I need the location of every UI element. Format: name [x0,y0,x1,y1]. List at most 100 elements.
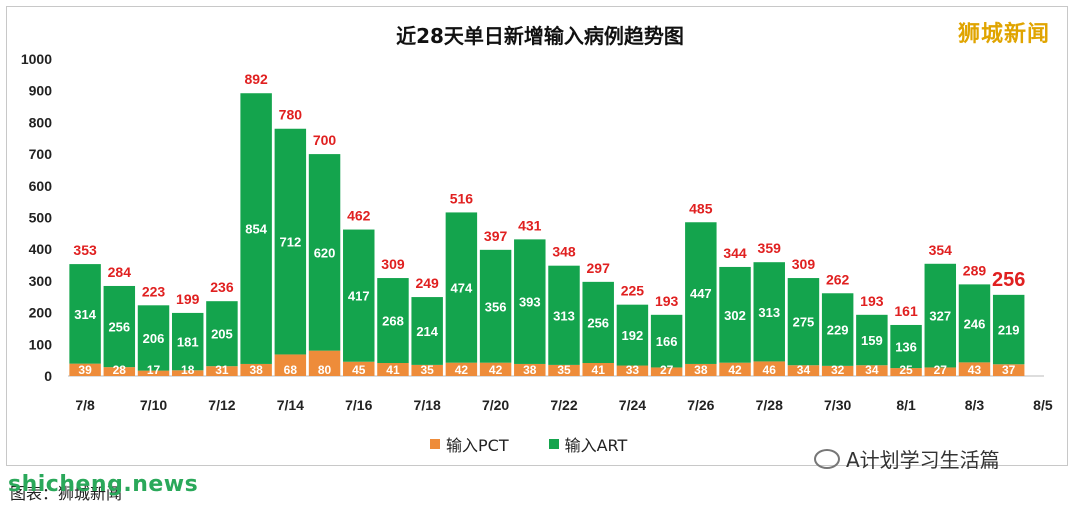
legend-swatch-pct [430,439,440,449]
bar-segment-pct [445,362,478,376]
bar-segment-art [821,293,854,366]
x-tick-label: 7/22 [550,397,577,413]
data-label-pct: 45 [352,363,366,377]
bar-segment-art [171,312,204,371]
bar-segment-pct [719,362,751,376]
data-label-total: 309 [792,256,816,272]
data-label-total: 225 [621,283,645,299]
bar-segment-pct [685,363,717,376]
bar-segment-art [753,262,785,362]
bar-segment-pct [103,367,136,376]
y-tick-label: 600 [29,178,53,194]
bar-segment-pct [856,365,888,376]
bar-segment-pct [992,364,1025,376]
data-label-art: 256 [587,315,609,330]
data-label-total: 397 [484,228,508,244]
wechat-account-mark: A计划学习生活篇 [814,444,1000,473]
bar-segment-pct [171,370,204,376]
data-label-art: 327 [929,309,951,324]
bar-segment-pct [958,362,991,376]
x-tick-label: 7/26 [687,397,714,413]
data-label-pct: 38 [523,363,537,377]
data-label-art: 620 [314,245,336,260]
bar-segment-art [411,297,443,365]
data-label-art: 854 [245,222,267,237]
data-label-total: 223 [142,283,166,299]
bar-segment-pct [69,363,101,376]
data-label-art: 268 [382,314,404,329]
data-label-total: 289 [963,262,987,278]
bar-segment-art [240,93,272,364]
y-tick-label: 700 [29,146,53,162]
data-label-pct: 39 [78,363,92,377]
chart-legend: 输入PCT 输入ART [430,432,627,456]
data-label-art: 417 [348,289,370,304]
data-label-pct: 33 [626,363,640,377]
data-label-total: 262 [826,271,850,287]
x-tick-label: 8/3 [965,397,985,413]
data-label-pct: 34 [865,363,879,377]
x-tick-label: 7/10 [140,397,167,413]
bar-segment-art [69,264,101,364]
data-label-pct: 46 [763,363,777,377]
bar-segment-art [685,222,717,364]
bar-segment-art [548,265,580,365]
x-tick-label: 7/16 [345,397,372,413]
x-tick-label: 7/28 [756,397,783,413]
bar-segment-art [274,128,307,355]
bar-segment-pct [377,363,409,376]
data-label-art: 474 [451,281,473,296]
wechat-icon [814,448,840,469]
bar-segment-pct [308,350,341,376]
data-label-art: 393 [519,295,541,310]
data-label-total: 309 [381,256,405,272]
y-tick-label: 200 [29,305,53,321]
data-label-pct: 41 [386,363,400,377]
bar-segment-art [958,284,991,363]
bar-segment-pct [206,366,238,376]
data-label-pct: 42 [489,363,503,377]
data-label-art: 166 [656,334,678,349]
data-label-total: 348 [552,244,576,260]
y-tick-label: 0 [44,368,52,384]
data-label-total: 249 [415,275,439,291]
data-label-pct: 31 [215,363,229,377]
x-tick-label: 7/24 [619,397,646,413]
data-label-total: 354 [929,242,953,258]
y-tick-label: 400 [29,241,53,257]
bar-segment-art [890,324,922,369]
bar-segment-art [787,278,820,366]
data-label-pct: 37 [1002,363,1016,377]
data-label-total: 780 [279,107,303,123]
data-label-pct: 35 [557,363,571,377]
data-label-art: 219 [998,323,1020,338]
y-tick-label: 800 [29,114,53,130]
data-label-total: 431 [518,217,542,233]
data-label-total: 485 [689,200,713,216]
x-tick-label: 7/12 [208,397,235,413]
bar-segment-pct [274,354,307,376]
data-label-art: 206 [143,331,165,346]
data-label-pct: 18 [181,363,195,377]
data-label-pct: 38 [249,363,263,377]
data-label-pct: 28 [113,363,127,377]
bar-segment-pct [890,368,922,376]
legend-label-pct: 输入PCT [446,436,509,455]
bar-segment-pct [514,363,546,376]
image-caption: 图表：狮城新闻 [10,484,123,503]
y-tick-label: 900 [29,83,53,99]
x-tick-label: 7/30 [824,397,851,413]
data-label-art: 314 [74,307,96,322]
data-label-art: 313 [758,305,780,320]
data-label-art: 447 [690,286,712,301]
bar-segment-art [992,294,1025,365]
data-label-total: 161 [894,303,918,319]
bar-segment-art [343,229,375,362]
data-label-pct: 32 [831,363,845,377]
data-label-total: 516 [450,190,474,206]
bar-segment-art [719,266,751,363]
x-tick-label: 7/20 [482,397,509,413]
y-tick-label: 300 [29,273,53,289]
data-label-total: 353 [73,242,97,258]
